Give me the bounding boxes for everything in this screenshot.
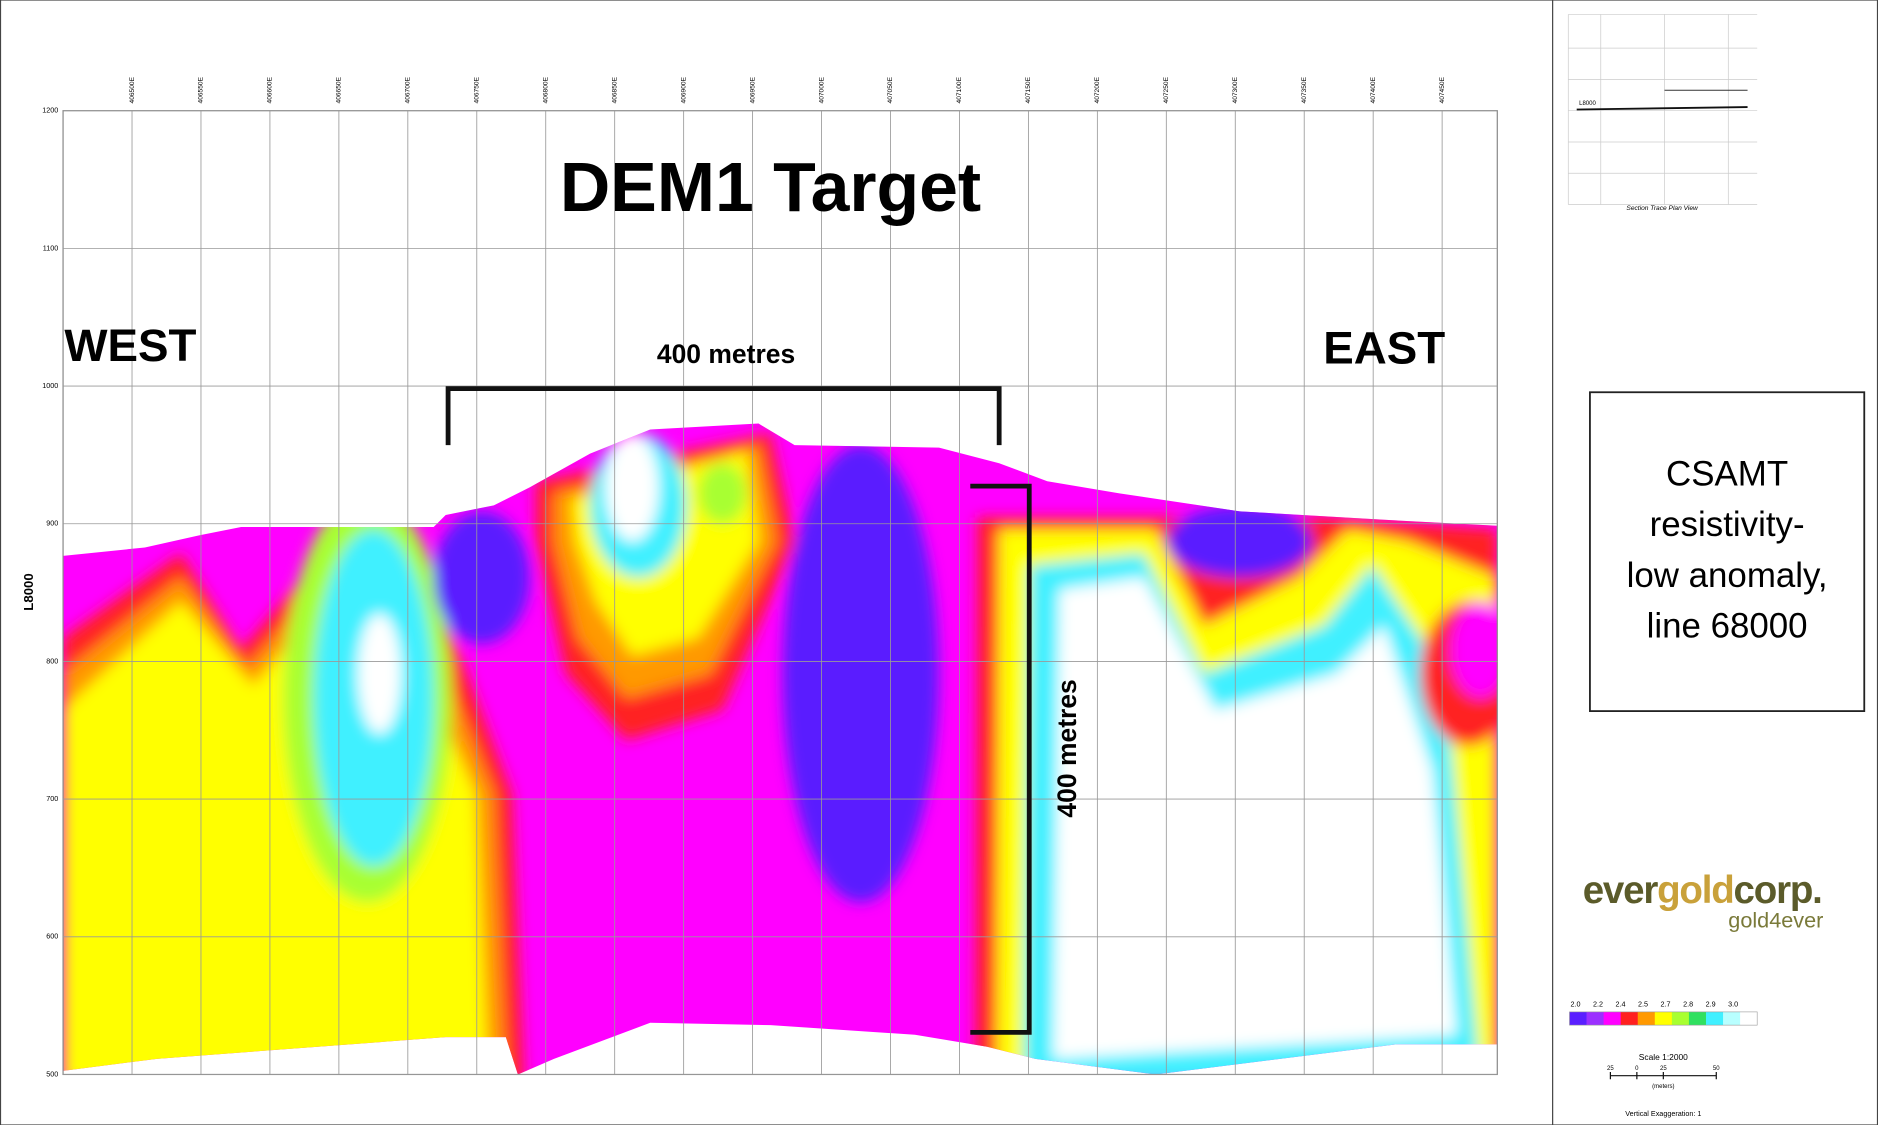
colorbar-swatch (1569, 1011, 1587, 1026)
x-tick-label: 406550E (198, 76, 205, 103)
x-tick-label: 407450E (1439, 76, 1446, 103)
x-tick-label: 407050E (887, 76, 894, 103)
note-line: line 68000 (1647, 606, 1808, 645)
y-tick-label: 600 (46, 932, 58, 941)
colorbar-swatch (1705, 1011, 1724, 1026)
scale-title: Scale 1:2000 (1639, 1052, 1688, 1062)
scale-tick: 50 (1713, 1066, 1720, 1072)
x-tick-label: 407150E (1025, 76, 1032, 103)
x-tick-label: 407200E (1094, 76, 1101, 103)
y-tick-label: 1000 (42, 381, 58, 390)
colorbar-label: 2.5 (1638, 1000, 1648, 1009)
colorbar: 2.0 2.2 2.4 2.5 2.7 2.8 2.9 3.0 (1569, 1000, 1758, 1026)
colorbar-label: 2.8 (1683, 1000, 1693, 1009)
colorbar-frame (1569, 1011, 1758, 1026)
logo: evergoldcorp. (1583, 869, 1822, 912)
x-tick-label: 407300E (1232, 76, 1239, 103)
east-label: EAST (1323, 322, 1445, 373)
colorbar-swatch (1603, 1011, 1622, 1026)
logo-part: gold (1657, 869, 1733, 912)
colorbar-swatch (1654, 1011, 1673, 1026)
x-tick-label: 407100E (956, 76, 963, 103)
chart-title: DEM1 Target (560, 148, 981, 226)
colorbar-swatch (1671, 1011, 1690, 1026)
colorbar-label: 2.0 (1570, 1000, 1580, 1009)
y-tick-label: 500 (46, 1069, 58, 1078)
colorbar-swatch (1637, 1011, 1656, 1026)
x-tick-label: 407250E (1163, 76, 1170, 103)
scale-tick: 25 (1660, 1066, 1667, 1072)
x-tick-label: 406800E (542, 76, 549, 103)
width-label: 400 metres (657, 339, 795, 369)
x-tick-label: 406850E (611, 76, 618, 103)
depth-label: 400 metres (1052, 679, 1082, 817)
x-tick-label: 406900E (680, 76, 687, 103)
colorbar-swatch (1586, 1011, 1604, 1026)
logo-tagline: gold4ever (1728, 907, 1823, 932)
y-axis-label: L8000 (21, 573, 36, 610)
y-tick-label: 800 (46, 656, 58, 665)
note-line: CSAMT (1666, 455, 1788, 494)
x-tick-label: 406500E (129, 76, 136, 103)
colorbar-swatch (1723, 1011, 1741, 1026)
y-tick-label: 900 (46, 519, 58, 528)
colorbar-label: 3.0 (1728, 1000, 1738, 1009)
colorbar-label: 2.4 (1616, 1000, 1626, 1009)
axes: 406500E 406550E 406600E 406650E 406700E 40675… (42, 76, 1498, 1078)
x-tick-label: 406750E (474, 76, 481, 103)
colorbar-swatch (1688, 1011, 1707, 1026)
y-tick-label: 700 (46, 794, 58, 803)
colorbar-label: 2.7 (1661, 1000, 1671, 1009)
note: CSAMT resistivity-low anomaly, line 68000 (1627, 455, 1828, 646)
x-tick-label: 406950E (749, 76, 756, 103)
logo-part: corp. (1734, 869, 1822, 912)
x-tick-label: 407000E (818, 76, 825, 103)
colorbar-swatch (1620, 1011, 1639, 1026)
y-tick-label: 1100 (43, 243, 58, 252)
x-tick-label: 406650E (336, 76, 343, 103)
west-label: WEST (64, 320, 196, 371)
plan-caption: Section Trace Plan View (1626, 205, 1699, 212)
plan-line-label: L8000 (1579, 101, 1596, 107)
scale-unit: (meters) (1652, 1084, 1674, 1090)
plan-view: L8000 Section Trace Plan View (1567, 14, 1758, 212)
x-tick-label: 406600E (267, 76, 274, 103)
depth-bracket (970, 483, 1032, 1035)
scale-tick: 25 (1607, 1066, 1614, 1072)
x-tick-label: 406700E (405, 76, 412, 103)
y-tick-label: 1200 (42, 106, 58, 115)
logo-part: ever (1583, 869, 1659, 912)
x-tick-label: 407400E (1370, 76, 1377, 103)
note-box (1589, 391, 1866, 712)
scale-tick: 0 (1635, 1066, 1639, 1072)
note-line: resistivity- (1650, 505, 1805, 544)
resistivity-section (63, 423, 1498, 1075)
width-bracket (445, 386, 1002, 446)
x-tick-label: 407350E (1301, 76, 1308, 103)
scale-bar: Scale 1:2000 25 0 25 50 (meters) Vertica… (1607, 1052, 1720, 1118)
colorbar-label: 2.2 (1593, 1000, 1603, 1009)
note-line: low anomaly, (1627, 556, 1828, 595)
colorbar-label: 2.9 (1706, 1000, 1716, 1009)
exaggeration: Vertical Exaggeration: 1 (1625, 1109, 1701, 1118)
colorbar-swatch (1740, 1011, 1758, 1026)
